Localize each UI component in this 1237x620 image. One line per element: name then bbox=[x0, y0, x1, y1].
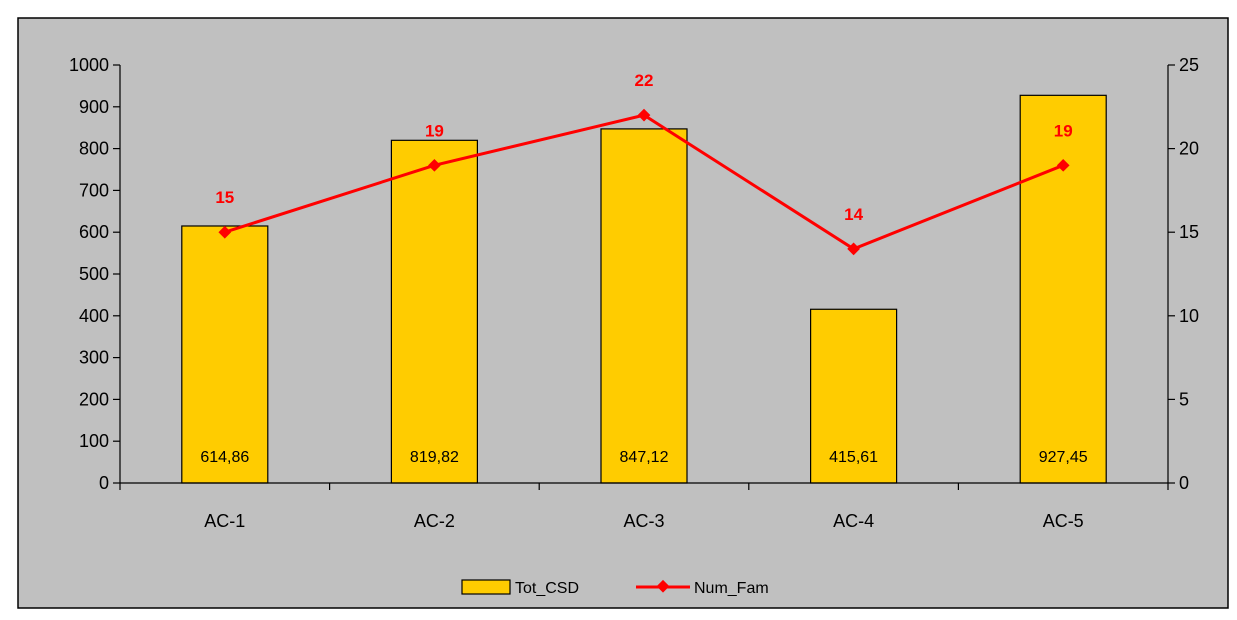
line-point-marker bbox=[218, 225, 232, 239]
y-left-tick-label: 0 bbox=[99, 473, 109, 493]
y-right-tick-label: 20 bbox=[1179, 139, 1199, 159]
x-tick-label: AC-5 bbox=[1043, 511, 1084, 531]
bar-ac-2 bbox=[390, 139, 478, 484]
legend-label-bar: Tot_CSD bbox=[515, 580, 579, 597]
bar-ac-1 bbox=[181, 225, 269, 484]
bar-value-label: 415,61 bbox=[829, 449, 878, 466]
y-right-tick-label: 10 bbox=[1179, 306, 1199, 326]
y-left-tick-label: 700 bbox=[79, 180, 109, 200]
y-left-tick-label: 300 bbox=[79, 348, 109, 368]
y-left-tick-label: 800 bbox=[79, 139, 109, 159]
y-left-tick-label: 1000 bbox=[69, 55, 109, 75]
axes-layer: 0 100 200 300 400 500 600 700 800 900 1000 0 5 10 15 20… bbox=[69, 55, 1199, 531]
y-right-tick-label: 0 bbox=[1179, 473, 1189, 493]
bar-value-label: 819,82 bbox=[410, 449, 459, 466]
line-value-label: 19 bbox=[1054, 121, 1073, 140]
bar-value-label: 927,45 bbox=[1039, 449, 1088, 466]
x-tick-label: AC-4 bbox=[833, 511, 874, 531]
x-tick-label: AC-2 bbox=[414, 511, 455, 531]
y-left-tick-label: 400 bbox=[79, 306, 109, 326]
y-left-tick-label: 200 bbox=[79, 389, 109, 409]
y-left-tick-label: 600 bbox=[79, 222, 109, 242]
legend-label-line: Num_Fam bbox=[694, 580, 769, 597]
y-left-tick-label: 500 bbox=[79, 264, 109, 284]
legend: Tot_CSD Num_Fam bbox=[461, 579, 769, 597]
legend-marker bbox=[656, 579, 670, 593]
bars-layer bbox=[181, 94, 1107, 484]
bar-ac-5 bbox=[1019, 94, 1107, 484]
y-right-tick-label: 25 bbox=[1179, 55, 1199, 75]
bar-value-label: 614,86 bbox=[200, 449, 249, 466]
labels-layer: 614,86 819,82 847,12 415,61 927,45 15 19 22 14 19 bbox=[200, 71, 1087, 466]
y-left-tick-label: 900 bbox=[79, 97, 109, 117]
line-value-label: 15 bbox=[215, 188, 234, 207]
bar-value-label: 847,12 bbox=[620, 449, 669, 466]
y-left-tick-label: 100 bbox=[79, 431, 109, 451]
line-value-label: 19 bbox=[425, 121, 444, 140]
bar-ac-3 bbox=[600, 128, 688, 484]
y-right-tick-label: 5 bbox=[1179, 389, 1189, 409]
x-tick-label: AC-3 bbox=[623, 511, 664, 531]
line-point-marker bbox=[428, 158, 441, 172]
line-value-label: 14 bbox=[844, 205, 863, 224]
x-tick-label: AC-1 bbox=[204, 511, 245, 531]
line-value-label: 22 bbox=[635, 71, 654, 90]
y-right-tick-label: 15 bbox=[1179, 222, 1199, 242]
legend-swatch-bar bbox=[461, 579, 511, 595]
